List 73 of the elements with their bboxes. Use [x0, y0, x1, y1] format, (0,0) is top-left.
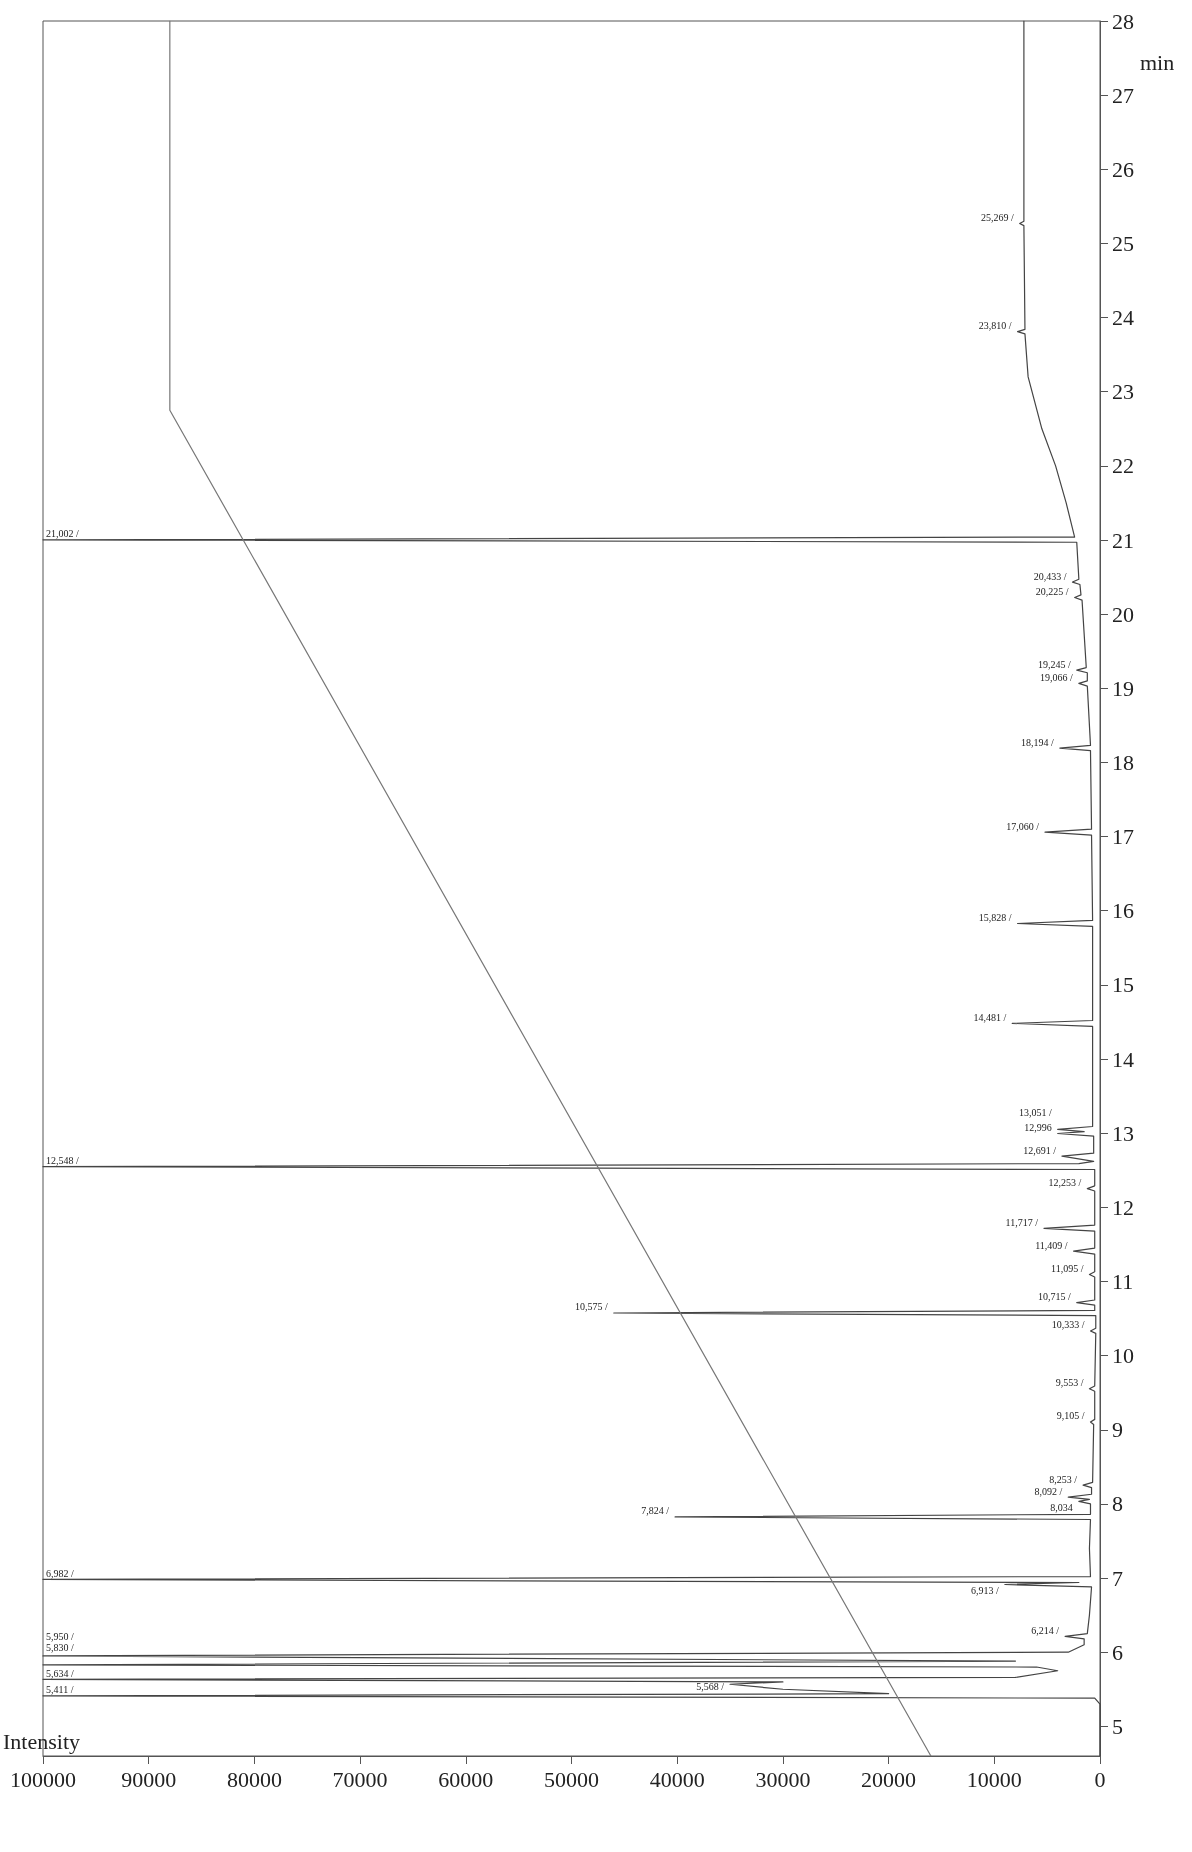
annotation: 8,253 /: [1049, 1473, 1078, 1485]
y-tick-label: 20: [1112, 601, 1134, 627]
y-tick-label: 26: [1112, 156, 1134, 182]
x-tick-label: 20000: [861, 1766, 917, 1792]
y-tick-label: 12: [1112, 1194, 1134, 1220]
y-tick-label: 24: [1112, 305, 1134, 331]
annotation: 9,105 /: [1056, 1410, 1085, 1422]
y-tick-label: 21: [1112, 527, 1134, 553]
annotation: 5,568 /: [696, 1680, 725, 1692]
y-tick-label: 9: [1112, 1417, 1123, 1443]
annotation: 23,810 /: [978, 320, 1012, 332]
x-tick-label: 60000: [438, 1766, 494, 1792]
x-axis-title: Intensity: [3, 1728, 80, 1754]
y-tick-label: 16: [1112, 898, 1134, 924]
annotation: 8,092 /: [1034, 1485, 1063, 1497]
annotation: 12,548 /: [46, 1155, 79, 1167]
annotation: 6,982 /: [46, 1567, 74, 1579]
annotation: 12,253 /: [1048, 1177, 1082, 1189]
annotation: 8,034: [1050, 1501, 1073, 1513]
x-tick-label: 70000: [332, 1766, 388, 1792]
annotation: 20,433 /: [1033, 570, 1067, 582]
annotation: 25,269 /: [980, 211, 1014, 223]
y-tick-label: 25: [1112, 230, 1134, 256]
y-tick-label: 27: [1112, 82, 1134, 108]
y-tick-label: 10: [1112, 1343, 1134, 1369]
annotation: 5,411 /: [46, 1684, 74, 1696]
annotation: 12,691 /: [1023, 1144, 1057, 1156]
x-tick-label: 10000: [966, 1766, 1022, 1792]
annotation: 19,066 /: [1040, 671, 1074, 683]
x-tick-label: 80000: [226, 1766, 282, 1792]
annotation: 20,225 /: [1035, 585, 1069, 597]
annotation: 10,575 /: [575, 1301, 608, 1313]
y-tick-label: 19: [1112, 675, 1134, 701]
annotation: 12,996: [1024, 1121, 1052, 1133]
annotation: 15,828 /: [978, 912, 1012, 923]
y-tick-label: 17: [1112, 824, 1134, 850]
annotation: 14,481 /: [973, 1011, 1007, 1023]
y-tick-label: 6: [1112, 1639, 1123, 1665]
annotation: 5,950 /: [46, 1631, 74, 1643]
annotation: 11,095 /: [1051, 1262, 1084, 1274]
y-tick-label: 28: [1112, 8, 1134, 34]
annotation: 13,051 /: [1018, 1106, 1052, 1118]
annotation: 10,715 /: [1037, 1291, 1071, 1303]
annotation: 6,214 /: [1031, 1624, 1060, 1636]
annotation: 9,553 /: [1055, 1377, 1084, 1389]
y-tick-label: 8: [1112, 1491, 1123, 1517]
x-tick-label: 90000: [121, 1766, 177, 1792]
y-tick-label: 14: [1112, 1046, 1134, 1072]
annotation: 19,245 /: [1037, 658, 1071, 670]
y-tick-label: 7: [1112, 1565, 1123, 1591]
y-tick-label: 11: [1112, 1268, 1134, 1294]
annotation: 10,333 /: [1051, 1319, 1085, 1331]
annotation: 5,634 /: [46, 1667, 74, 1679]
y-tick-label: 15: [1112, 972, 1134, 998]
y-tick-label: 22: [1112, 453, 1134, 479]
y-tick-label: 23: [1112, 379, 1134, 405]
y-axis-title: min: [1140, 49, 1175, 75]
x-tick-label: 50000: [544, 1766, 599, 1792]
annotation: 6,913 /: [971, 1585, 1000, 1596]
annotation: 18,194 /: [1021, 736, 1055, 748]
y-tick-label: 5: [1112, 1713, 1123, 1739]
annotation: 17,060 /: [1006, 820, 1040, 832]
annotation: 7,824 /: [641, 1505, 670, 1517]
x-tick-label: 40000: [649, 1766, 705, 1792]
y-tick-label: 13: [1112, 1120, 1134, 1146]
y-tick-label: 18: [1112, 749, 1134, 775]
x-tick-label: 100000: [10, 1766, 76, 1792]
x-tick-label: 30000: [755, 1766, 811, 1792]
annotation: 5,830 /: [46, 1642, 74, 1654]
annotation: 11,717 /: [1005, 1216, 1039, 1228]
annotation: 21,002 /: [46, 528, 79, 540]
annotation: 11,409 /: [1035, 1239, 1068, 1251]
x-tick-label: 0: [1094, 1766, 1106, 1792]
